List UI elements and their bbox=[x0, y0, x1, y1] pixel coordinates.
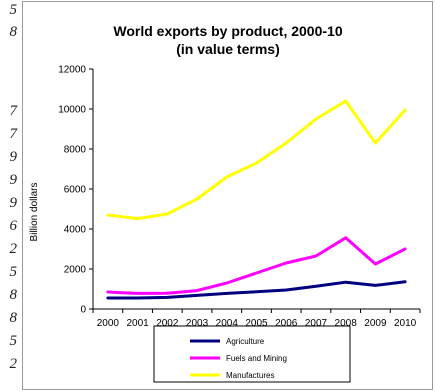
y-tick-label: 12000 bbox=[58, 65, 86, 76]
x-tick-label: 2009 bbox=[364, 318, 387, 329]
y-tick-label: 4000 bbox=[64, 225, 87, 236]
chart-svg: World exports by product, 2000-10 (in va… bbox=[29, 23, 421, 383]
x-tick-label: 2004 bbox=[216, 318, 239, 329]
legend-label: Fuels and Mining bbox=[226, 354, 287, 363]
y-tick-label: 0 bbox=[80, 305, 86, 316]
strip-glyph: 5 bbox=[9, 2, 18, 18]
strip-glyph: 2 bbox=[9, 241, 18, 257]
axes: 0 2000 4000 6000 8000 10000 12000 2000 2001 2002 2… bbox=[58, 65, 421, 329]
x-tick-label: 2008 bbox=[335, 318, 358, 329]
strip-glyph: 9 bbox=[9, 149, 18, 165]
series-line-agriculture bbox=[106, 280, 407, 300]
strip-glyph: 6 bbox=[9, 218, 18, 234]
x-tick-label: 2007 bbox=[305, 318, 328, 329]
y-tick-label: 10000 bbox=[58, 105, 86, 116]
y-axis-title: Billion dollars bbox=[29, 183, 40, 242]
strip-glyph: 7 bbox=[9, 103, 18, 119]
x-tick-label: 2005 bbox=[245, 318, 268, 329]
strip-glyph: 8 bbox=[9, 310, 18, 326]
series-line-manufactures bbox=[106, 99, 407, 221]
strip-glyph: 2 bbox=[9, 356, 18, 372]
strip-glyph: 5 bbox=[9, 333, 18, 349]
x-tick-label: 2006 bbox=[275, 318, 298, 329]
x-tick-label: 2001 bbox=[126, 318, 149, 329]
x-tick-label: 2002 bbox=[156, 318, 179, 329]
y-tick-label: 2000 bbox=[64, 265, 87, 276]
y-tick-label: 6000 bbox=[64, 185, 87, 196]
chart-title: World exports by product, 2000-10 bbox=[113, 23, 342, 39]
left-edge-strip: 5 8 7 7 9 9 9 6 2 5 8 8 5 2 bbox=[0, 0, 20, 392]
strip-glyph: 8 bbox=[9, 287, 18, 303]
strip-glyph: 9 bbox=[9, 172, 18, 188]
strip-glyph: 7 bbox=[9, 126, 18, 142]
legend: Agriculture Fuels and Mining Manufactures bbox=[153, 325, 351, 383]
legend-label: Manufactures bbox=[226, 371, 274, 380]
x-tick-label: 2000 bbox=[97, 318, 120, 329]
x-tick-label: 2010 bbox=[394, 318, 417, 329]
strip-glyph: 9 bbox=[9, 195, 18, 211]
legend-label: Agriculture bbox=[226, 337, 265, 346]
strip-glyph: 5 bbox=[9, 264, 18, 280]
chart-subtitle: (in value terms) bbox=[176, 41, 279, 57]
series-lines bbox=[106, 99, 407, 300]
series-line-fuels-and-mining bbox=[106, 236, 407, 295]
x-tick-label: 2003 bbox=[186, 318, 209, 329]
y-tick-label: 8000 bbox=[64, 145, 87, 156]
strip-glyph: 8 bbox=[9, 24, 18, 40]
legend-box bbox=[153, 325, 351, 383]
chart-area: World exports by product, 2000-10 (in va… bbox=[22, 1, 433, 390]
